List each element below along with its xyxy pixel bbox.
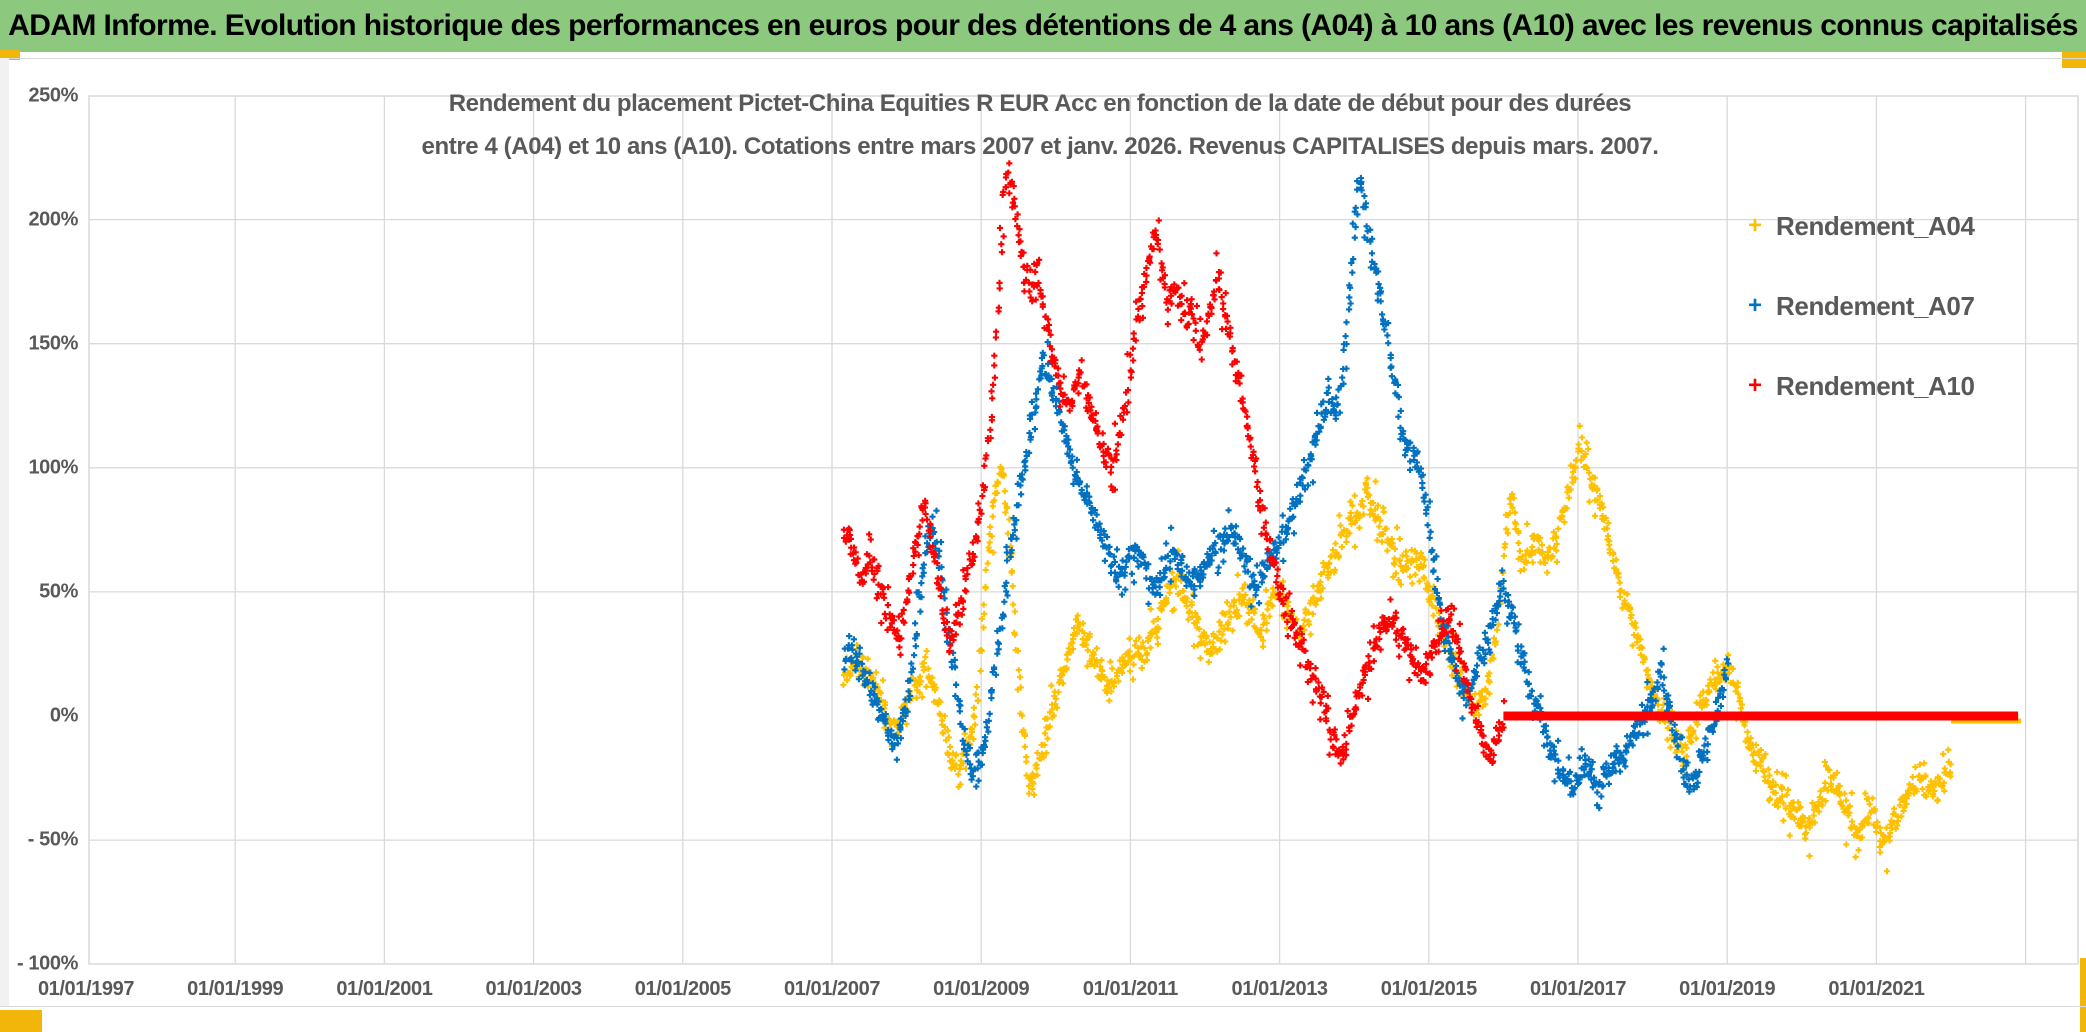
plot-area: [88, 95, 2079, 965]
legend: + Rendement_A04 + Rendement_A07 + Rendem…: [1748, 186, 1975, 426]
edge-accent-bottom-right: [2080, 958, 2086, 1032]
x-axis-label: 01/01/2019: [1679, 978, 1776, 1000]
plus-marker-icon: +: [1748, 292, 1763, 319]
legend-item-a10[interactable]: + Rendement_A10: [1748, 346, 1975, 426]
x-axis-label: 01/01/1999: [187, 978, 284, 1000]
x-axis-label: 01/01/1997: [37, 978, 135, 1000]
left-margin-strip: [0, 58, 9, 1006]
y-axis-label: 150%: [28, 332, 78, 355]
title-banner: ADAM Informe. Evolution historique des p…: [0, 0, 2086, 52]
chart-title-line1: Rendement du placement Pictet-China Equi…: [448, 90, 1632, 117]
x-axis-label: 01/01/2017: [1529, 978, 1627, 1000]
x-axis-label: 01/01/2011: [1082, 978, 1178, 1000]
chart-title-line2: entre 4 (A04) et 10 ans (A10). Cotations…: [421, 133, 1659, 160]
y-axis-label: 0%: [49, 704, 79, 727]
legend-label: Rendement_A10: [1776, 370, 1975, 401]
y-axis-label: - 50%: [27, 828, 79, 851]
legend-label: Rendement_A04: [1776, 210, 1975, 241]
x-axis-label: 01/01/2005: [634, 978, 732, 1000]
legend-item-a07[interactable]: + Rendement_A07: [1748, 266, 1975, 346]
y-axis-label: 100%: [28, 456, 78, 479]
divider-top: [0, 58, 2086, 59]
x-axis-label: 01/01/2021: [1828, 978, 1925, 1000]
x-axis-label: 01/01/2015: [1380, 978, 1478, 1000]
x-axis-label: 01/01/2001: [336, 978, 433, 1000]
zero-line-a04: [1951, 718, 2022, 724]
divider-bottom: [0, 1006, 2086, 1007]
plus-marker-icon: +: [1748, 212, 1763, 239]
corner-accent-top-right: [2062, 52, 2086, 68]
legend-item-a04[interactable]: + Rendement_A04: [1748, 186, 1975, 266]
x-axis-label: 01/01/2003: [485, 978, 583, 1000]
page-title: ADAM Informe. Evolution historique des p…: [8, 9, 2078, 42]
corner-accent-bottom-left: [0, 1010, 42, 1032]
scatter-series-rendement_a07: [841, 174, 1732, 812]
x-axis-label: 01/01/2013: [1231, 978, 1329, 1000]
y-axis-label: - 100%: [17, 952, 78, 975]
corner-accent-top-left: [0, 50, 20, 60]
scatter-series-rendement_a10: [840, 160, 1508, 767]
y-axis-label: 50%: [39, 580, 78, 603]
y-axis-label: 200%: [28, 208, 78, 231]
plus-marker-icon: +: [1748, 372, 1763, 399]
x-axis-label: 01/01/2007: [783, 978, 881, 1000]
gridlines: [89, 96, 2078, 964]
legend-label: Rendement_A07: [1776, 290, 1975, 321]
y-axis-label: 250%: [28, 84, 78, 106]
chart-title: Rendement du placement Pictet-China Equi…: [300, 82, 1780, 168]
zero-line-a10: [1503, 711, 2019, 721]
x-axis-label: 01/01/2009: [933, 978, 1030, 1000]
